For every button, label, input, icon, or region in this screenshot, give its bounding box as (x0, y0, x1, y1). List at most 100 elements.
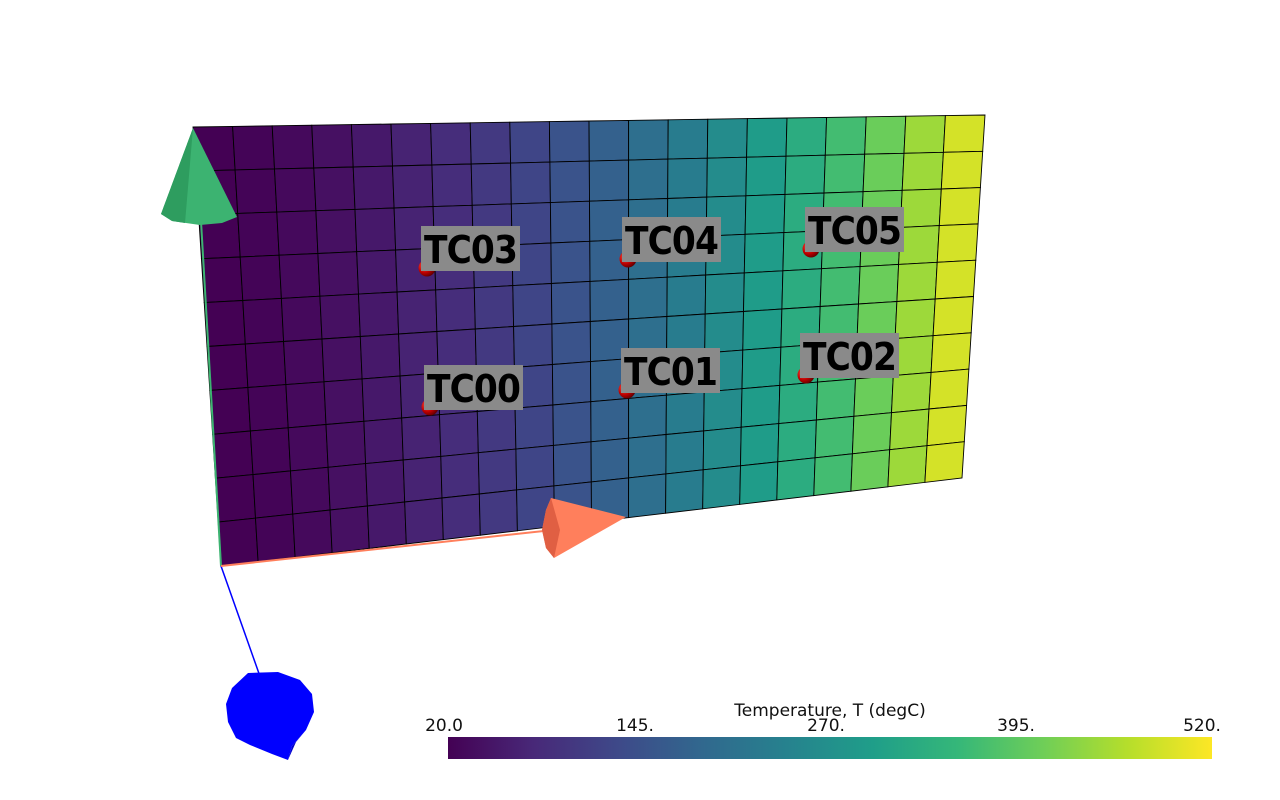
mesh-cell (392, 164, 434, 209)
mesh-cell (214, 474, 256, 523)
mesh-cell (590, 437, 630, 483)
mesh-cell (628, 394, 667, 439)
probe-label: TC01 (624, 350, 717, 394)
probe-label-background (805, 207, 904, 252)
mesh-cell (550, 280, 591, 325)
mesh-cell (247, 384, 289, 432)
mesh-cell (280, 295, 323, 342)
mesh-cell (665, 469, 704, 514)
mesh-cell (628, 434, 667, 479)
mesh-cell (356, 249, 398, 295)
mesh-cell (704, 272, 745, 315)
mesh-cell (903, 115, 946, 154)
mesh-cell (588, 159, 630, 202)
mesh-cell (352, 165, 395, 210)
mesh-cell (325, 420, 367, 468)
mesh-cell (934, 259, 977, 300)
probe-tc05: TC05 (802, 207, 904, 258)
mesh-cell (850, 449, 891, 492)
mesh-cell (285, 381, 327, 429)
mesh-cell (278, 253, 321, 299)
mesh-cell (940, 150, 984, 190)
mesh-cell (706, 118, 748, 159)
mesh-cell (823, 153, 866, 194)
mesh-cell (891, 371, 932, 414)
mesh-cell (551, 321, 591, 365)
mesh-cell (217, 517, 259, 567)
mesh-cell (354, 207, 397, 253)
mesh-cell (745, 155, 787, 197)
mesh-cell (242, 297, 285, 345)
probe-label: TC00 (427, 367, 520, 411)
mesh-cell (777, 419, 817, 463)
mesh-cell (212, 430, 254, 479)
mesh-cell (327, 463, 368, 511)
mesh-cell (319, 293, 361, 340)
mesh-cell (932, 296, 974, 337)
mesh-cell (552, 441, 592, 487)
y-axis-cone-shading (161, 128, 193, 223)
mesh-cell (435, 287, 476, 332)
mesh-cell (390, 122, 433, 167)
mesh-cell (740, 423, 780, 467)
mesh-cell (510, 161, 551, 205)
mesh-cell (824, 116, 867, 156)
mesh-cell (350, 123, 393, 168)
mesh-cell (548, 120, 590, 163)
mesh-cell (203, 300, 246, 347)
mesh-cell (237, 211, 280, 258)
probe-label: TC03 (424, 228, 517, 272)
mesh-cell (894, 298, 936, 340)
mesh-cell (703, 388, 743, 432)
mesh-cell (778, 381, 819, 425)
colorbar-gradient (448, 737, 1212, 759)
mesh-cell (901, 151, 944, 191)
mesh-cell (366, 501, 407, 549)
mesh-cell (896, 261, 938, 302)
mesh-cell (509, 121, 551, 164)
z-axis-line (220, 565, 263, 683)
mesh-cell (363, 417, 404, 465)
probe-label: TC02 (803, 335, 896, 379)
mesh-cell (739, 461, 779, 505)
mesh-cell (513, 323, 553, 368)
mesh-cell (549, 160, 590, 204)
mesh-cell (255, 513, 296, 563)
mesh-cell (515, 444, 555, 491)
colorbar-title: Temperature, T (degC) (733, 701, 925, 721)
mesh-cell (358, 291, 400, 337)
mesh-cell (552, 401, 592, 446)
probe-tc03: TC03 (418, 226, 520, 277)
probe-label-background (621, 348, 720, 393)
mesh-cell (512, 283, 553, 327)
mesh-cell (252, 470, 294, 519)
mesh-cell (702, 426, 742, 471)
colorbar-tick-label: 145. (616, 716, 654, 736)
mesh-cell (928, 368, 970, 410)
mesh-cell (924, 441, 965, 483)
mesh-cell (402, 455, 443, 503)
mesh-cell (706, 156, 748, 198)
mesh-cell (589, 278, 630, 322)
mesh-cell (628, 276, 668, 320)
mesh-cell (470, 162, 512, 206)
mesh-cell (290, 466, 331, 515)
mesh-cell (666, 274, 707, 317)
mesh-cell (469, 121, 512, 165)
mesh-cell (477, 448, 518, 495)
mesh-cell (776, 457, 816, 501)
mesh-cell (862, 152, 905, 193)
colorbar-tick-label: 270. (807, 716, 845, 736)
probe-tc02: TC02 (797, 333, 899, 384)
mesh-cell (930, 332, 972, 373)
mesh-cell (283, 338, 325, 386)
mesh-cell (311, 124, 354, 169)
probe-label-background (424, 365, 523, 410)
mesh-cell (440, 452, 480, 499)
mesh-cell (899, 188, 942, 228)
mesh-cell (274, 167, 317, 213)
mesh-cell (549, 200, 591, 244)
colorbar: Temperature, T (degC) 20.0 145. 270. 395… (425, 701, 1221, 759)
mesh-cell (292, 509, 333, 558)
